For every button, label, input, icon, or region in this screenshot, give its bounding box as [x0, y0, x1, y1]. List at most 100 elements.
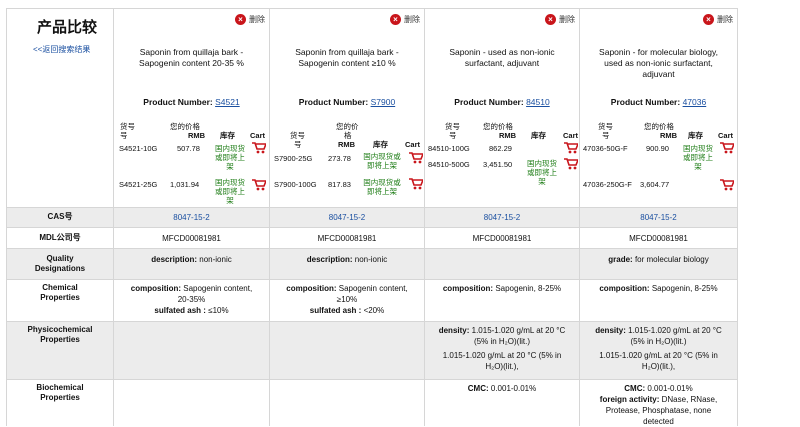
product-column-1: × 删除 Saponin from quillaja bark - Sapogeni…	[114, 9, 270, 426]
chemical-label-line1: Chemical	[42, 283, 78, 292]
chemical-value-line2: ≥10%	[336, 295, 358, 304]
col-item-header-2: 号	[294, 140, 302, 149]
density-value-line2: (5% in H₂O)(lit.)	[630, 337, 687, 346]
sulfated-ash-value: sulfated ash : ≤10%	[154, 306, 229, 315]
col-cart-header: Cart	[405, 140, 421, 149]
delete-button[interactable]: × 删除	[235, 14, 265, 26]
quality-value: description: non-ionic	[306, 255, 388, 264]
col-item-header: 货号	[120, 122, 135, 131]
density-value-line3: 1.015-1.020 g/mL at 20 °C (5% in	[599, 351, 718, 360]
quality-value: grade: for molecular biology	[608, 255, 709, 264]
product-number-link[interactable]: S4521	[215, 97, 240, 107]
cas-value: 8047-15-2	[483, 213, 521, 222]
quality-label-line2: Designations	[34, 264, 86, 273]
add-to-cart-icon[interactable]	[564, 142, 578, 154]
quality-empty	[425, 248, 579, 279]
stock-status: 国内现货或即将上架	[215, 178, 245, 205]
density-value-line4: H₂O)(lit.),	[485, 362, 519, 371]
page-title: 产品比较	[37, 19, 98, 36]
back-to-results-link[interactable]: <<返回搜索结果	[33, 45, 91, 54]
close-icon: ×	[545, 14, 556, 26]
mdl-value: MFCD00081981	[162, 234, 221, 243]
biochem-label-line1: Biochemical	[36, 383, 84, 392]
delete-button[interactable]: × 删除	[545, 14, 575, 26]
add-to-cart-icon[interactable]	[720, 179, 734, 191]
mdl-value: MFCD00081981	[629, 234, 688, 243]
chemical-value-line2: 20-35%	[177, 295, 206, 304]
add-to-cart-icon[interactable]	[409, 178, 423, 190]
product-number: Product Number: S4521	[143, 97, 240, 107]
add-to-cart-icon[interactable]	[720, 142, 734, 154]
sku-code: 84510-100G	[428, 144, 470, 153]
add-to-cart-icon[interactable]	[409, 152, 423, 164]
density-value-line3: 1.015-1.020 g/mL at 20 °C (5% in	[442, 351, 562, 360]
col-price-header: 您的价	[336, 122, 359, 131]
physico-empty	[114, 321, 269, 379]
stock-status: 国内现货或即将上架	[363, 152, 401, 170]
product-number-link[interactable]: 47036	[682, 97, 707, 107]
density-value: density: 1.015-1.020 g/mL at 20 °C	[595, 326, 722, 335]
product-column-2: × 删除 Saponin from quillaja bark - Sapogeni…	[270, 9, 425, 426]
chemical-label-line2: Properties	[40, 293, 80, 302]
sku-price: 862.29	[489, 144, 512, 153]
col-rmb-header: RMB	[188, 131, 206, 140]
col-price-header-2: 格	[344, 131, 352, 140]
biochem-empty	[114, 379, 269, 426]
physico-label-line2: Properties	[40, 335, 80, 344]
product-number: Product Number: 84510	[454, 97, 550, 107]
col-cart-header: Cart	[718, 131, 734, 140]
foreign-activity-value: foreign activity: DNase, RNase,	[599, 395, 718, 404]
col-item-header-2: 号	[602, 131, 610, 140]
product-number: Product Number: S7900	[298, 97, 396, 107]
quality-label-line1: Quality	[46, 254, 74, 263]
foreign-activity-line3: detected	[643, 417, 674, 426]
product-number-link[interactable]: 84510	[526, 97, 550, 107]
biochem-label-line2: Properties	[40, 393, 80, 402]
col-rmb-header: RMB	[338, 140, 356, 149]
cas-label: CAS号	[47, 212, 73, 221]
delete-button[interactable]: × 删除	[390, 14, 420, 26]
sku-price: 900.90	[646, 144, 669, 153]
close-icon: ×	[235, 14, 246, 26]
physico-empty	[270, 321, 424, 379]
cas-value: 8047-15-2	[173, 213, 210, 222]
mdl-value: MFCD00081981	[472, 234, 532, 243]
sku-code: S7900-25G	[274, 154, 313, 163]
delete-button[interactable]: × 删除	[703, 14, 733, 26]
add-to-cart-icon[interactable]	[252, 142, 266, 154]
product-name: Saponin - for molecular biology, used as …	[599, 47, 718, 79]
col-rmb-header: RMB	[660, 131, 678, 140]
col-item-header: 货号	[598, 122, 613, 131]
product-name: Saponin from quillaja bark - Sapogenin co…	[139, 47, 244, 68]
comparison-table: 产品比较 <<返回搜索结果 CAS号 MDL公司号 Quality Design…	[6, 8, 738, 426]
col-price-header: 您的价格	[483, 122, 513, 131]
col-stock-header: 库存	[220, 131, 235, 140]
col-rmb-header: RMB	[499, 131, 517, 140]
col-stock-header: 库存	[531, 131, 546, 140]
close-icon: ×	[390, 14, 401, 26]
stock-status: 国内现货或即将上架	[363, 178, 401, 196]
product-column-3: × 删除 Saponin - used as non-ionic surfactan…	[425, 9, 580, 426]
col-item-header-2: 号	[120, 131, 128, 140]
sku-code: 47036-250G-F	[583, 180, 632, 189]
sku-price: 3,604.77	[640, 180, 670, 189]
sku-code: S7900-100G	[274, 180, 317, 189]
mdl-label: MDL公司号	[39, 233, 81, 242]
col-price-header: 您的价格	[644, 122, 674, 131]
col-stock-header: 库存	[688, 131, 703, 140]
chemical-value: composition: Sapogenin content,	[286, 284, 408, 293]
chemical-value: composition: Sapogenin, 8-25%	[599, 284, 718, 293]
sku-price: 273.78	[328, 154, 351, 163]
add-to-cart-icon[interactable]	[252, 179, 266, 191]
chemical-value: composition: Sapogenin, 8-25%	[442, 284, 562, 293]
col-item-header-2: 号	[449, 131, 457, 140]
add-to-cart-icon[interactable]	[564, 158, 578, 170]
product-number-link[interactable]: S7900	[370, 97, 396, 107]
col-cart-header: Cart	[563, 131, 579, 140]
stock-status: 国内现货或即将上架	[527, 159, 557, 186]
physico-label-line1: Physicochemical	[27, 325, 93, 334]
stock-status: 国内现货或即将上架	[683, 144, 713, 171]
density-value: density: 1.015-1.020 g/mL at 20 °C	[438, 326, 566, 335]
product-column-4: × 删除 Saponin - for molecular biology, used…	[580, 9, 737, 426]
col-item-header: 货号	[445, 122, 460, 131]
